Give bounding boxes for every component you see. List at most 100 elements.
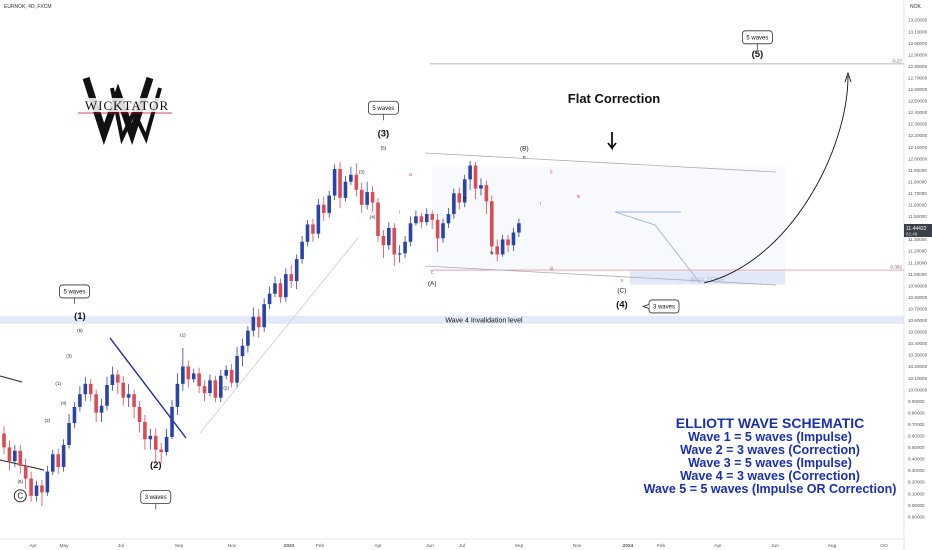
- flat-upper-line: [424, 152, 777, 173]
- candle-body: [327, 195, 331, 213]
- candle-body: [381, 235, 386, 246]
- price-tick-label: 11.70000: [908, 191, 927, 196]
- candle-body: [83, 383, 88, 395]
- candle-body: [376, 202, 380, 236]
- candle-body: [213, 380, 218, 398]
- callout-text: 5 waves: [372, 106, 394, 112]
- candle-body: [132, 394, 136, 407]
- fib-level-label: 0.382: [891, 265, 903, 270]
- candle-body: [359, 189, 364, 205]
- price-tick-label: 12.70000: [908, 75, 928, 80]
- candle-body: [468, 165, 472, 180]
- candle-body: [159, 449, 163, 452]
- candle-body: [305, 224, 310, 242]
- candle-body: [452, 193, 456, 215]
- price-tick-label: 9.80000: [908, 410, 925, 415]
- current-price-tag: 11.44422 62:49: [904, 224, 932, 237]
- candle-body: [430, 214, 434, 220]
- wave-label: (4): [61, 401, 67, 406]
- candle-body: [202, 386, 207, 394]
- candle-body: [7, 447, 12, 462]
- candle-body: [34, 485, 39, 496]
- candle-body: [164, 436, 169, 452]
- price-tick-label: 13.10000: [908, 29, 928, 34]
- candles-layer: [2, 160, 521, 507]
- time-tick-label: 2023: [284, 543, 295, 549]
- schematic-block: ELLIOTT WAVE SCHEMATIC Wave 1 = 5 waves …: [644, 415, 897, 496]
- current-price-sub: 62:49: [906, 232, 918, 237]
- candle-body: [495, 246, 500, 255]
- candle-body: [506, 239, 510, 246]
- candle-body: [121, 382, 126, 398]
- candle-body: [78, 394, 82, 407]
- price-tick-label: 12.80000: [908, 64, 928, 69]
- price-tick-label: 12.90000: [908, 52, 928, 57]
- candle-body: [67, 423, 71, 446]
- time-tick-label: 2024: [623, 543, 634, 549]
- time-tick-label: Sep: [175, 543, 184, 549]
- schematic-line-2: Wave 2 = 3 waves (Correction): [680, 443, 860, 457]
- flat-correction-box: [432, 166, 786, 272]
- candle-body: [2, 433, 6, 448]
- candle-body: [289, 274, 294, 282]
- wave-label: (1): [55, 381, 61, 386]
- candle-body: [251, 316, 256, 331]
- candle-body: [224, 369, 229, 376]
- time-tick-label: Oct: [880, 543, 888, 549]
- price-tick-label: 12.60000: [908, 87, 928, 92]
- candle-body: [473, 165, 478, 189]
- candle-body: [484, 185, 489, 202]
- price-tick-label: 9.00000: [908, 503, 925, 508]
- wave-label: a: [409, 172, 412, 178]
- candle-body: [143, 421, 147, 440]
- candle-body: [343, 181, 348, 198]
- buy-zone-label: BUY ZONE: [690, 277, 726, 284]
- wicktator-logo: WICKTATOR: [78, 76, 174, 145]
- candle-body: [256, 316, 261, 328]
- candle-body: [56, 454, 60, 467]
- callout-text: 3 waves: [653, 305, 675, 311]
- price-tick-label: 10.30000: [908, 353, 928, 358]
- price-axis: 13.20000 13.10000 13.00000 12.90000 12.80000…: [908, 18, 928, 520]
- price-tick-label: 10.40000: [908, 341, 928, 346]
- candle-body: [311, 224, 315, 234]
- schematic-line-3: Wave 3 = 5 waves (Impulse): [688, 456, 852, 470]
- candle-body: [338, 168, 342, 198]
- wave-label: (3): [359, 170, 365, 175]
- candle-body: [23, 465, 28, 479]
- candle-body: [424, 214, 429, 223]
- wave5-arrowhead: [844, 71, 852, 83]
- wave-count-callout: 5 waves: [59, 284, 90, 304]
- price-tick-label: 8.90000: [908, 514, 925, 519]
- wave-label: (C): [617, 288, 626, 295]
- fib-level-label: -0.27: [892, 58, 903, 63]
- schematic-line-4: Wave 4 = 3 waves (Correction): [680, 469, 860, 483]
- candle-body: [61, 445, 66, 467]
- time-axis: Apr May Jul Sep Nov 2023 Feb Apr Jun Jul Sep Nov 202…: [29, 543, 888, 549]
- projection-path: [614, 211, 701, 284]
- candle-body: [354, 174, 359, 190]
- price-tick-label: 12.10000: [908, 145, 928, 150]
- time-tick-label: Feb: [316, 543, 325, 549]
- candle-body: [419, 216, 424, 223]
- drawings-layer: [0, 71, 852, 471]
- price-tick-label: 10.20000: [908, 364, 928, 369]
- price-tick-label: 9.60000: [908, 434, 925, 439]
- candle-body: [94, 394, 98, 413]
- wave-count-callout: 5 waves: [367, 100, 399, 121]
- candle-body: [219, 375, 223, 398]
- callout-text: 3 waves: [145, 495, 167, 501]
- left-trendline-upper: [0, 375, 23, 383]
- wave-label: v: [621, 278, 624, 284]
- price-tick-label: 11.10000: [908, 260, 927, 265]
- candle-body: [110, 374, 115, 385]
- time-tick-label: Jul: [459, 543, 465, 549]
- candle-body: [517, 223, 521, 233]
- wave-label: (5): [752, 49, 764, 60]
- wave-label: (2): [223, 386, 229, 391]
- current-price-value: 11.44422: [906, 226, 927, 232]
- candle-body: [511, 232, 516, 246]
- candle-body: [321, 204, 326, 213]
- candle-body: [365, 192, 369, 205]
